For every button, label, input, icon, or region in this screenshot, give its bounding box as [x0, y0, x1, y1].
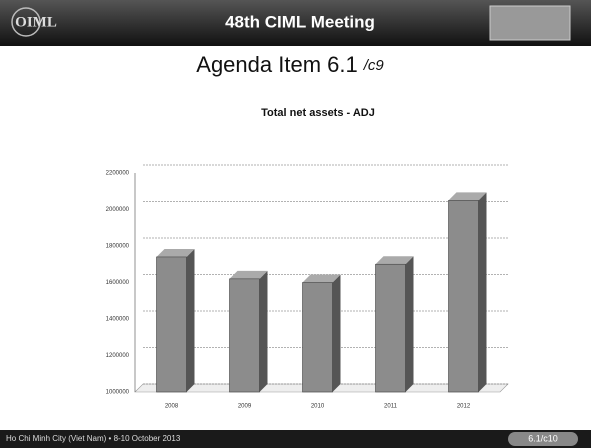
bar	[449, 200, 479, 392]
slide-heading: Agenda Item 6.1/c9	[196, 52, 384, 77]
page-number: 6.1/c10	[528, 433, 558, 443]
y-tick-label: 2000000	[106, 207, 130, 213]
header-photo	[490, 6, 570, 40]
header-title: 48th CIML Meeting	[225, 12, 375, 31]
bar-side	[187, 249, 195, 392]
bar-side	[406, 256, 414, 392]
y-tick-label: 1600000	[106, 280, 130, 286]
bar	[157, 257, 187, 392]
bar	[376, 264, 406, 392]
x-tick-label: 2011	[384, 404, 398, 410]
bar	[303, 283, 333, 393]
bar-side	[260, 271, 268, 392]
y-tick-label: 2200000	[106, 171, 130, 177]
logo: OIML	[15, 14, 57, 30]
bar	[230, 279, 260, 392]
y-tick-label: 1200000	[106, 353, 130, 359]
x-tick-label: 2008	[165, 404, 179, 410]
y-tick-label: 1400000	[106, 317, 130, 323]
chart: OIML 48th CIML Meeting Agenda Item 6.1/c…	[0, 0, 591, 448]
x-tick-label: 2012	[457, 404, 471, 410]
y-tick-label: 1000000	[106, 390, 130, 396]
heading-suffix: /c9	[363, 57, 385, 74]
chart-title: Total net assets - ADJ	[261, 107, 375, 119]
y-tick-label: 1800000	[106, 244, 130, 250]
bar-side	[333, 275, 341, 393]
x-tick-label: 2009	[238, 404, 252, 410]
x-tick-label: 2010	[311, 404, 325, 410]
bar-side	[479, 192, 487, 392]
slide: OIML 48th CIML Meeting Agenda Item 6.1/c…	[0, 0, 591, 448]
heading-text: Agenda Item 6.1	[196, 52, 357, 77]
footer-location: Ho Chi Minh City (Viet Nam) • 8-10 Octob…	[6, 434, 181, 443]
